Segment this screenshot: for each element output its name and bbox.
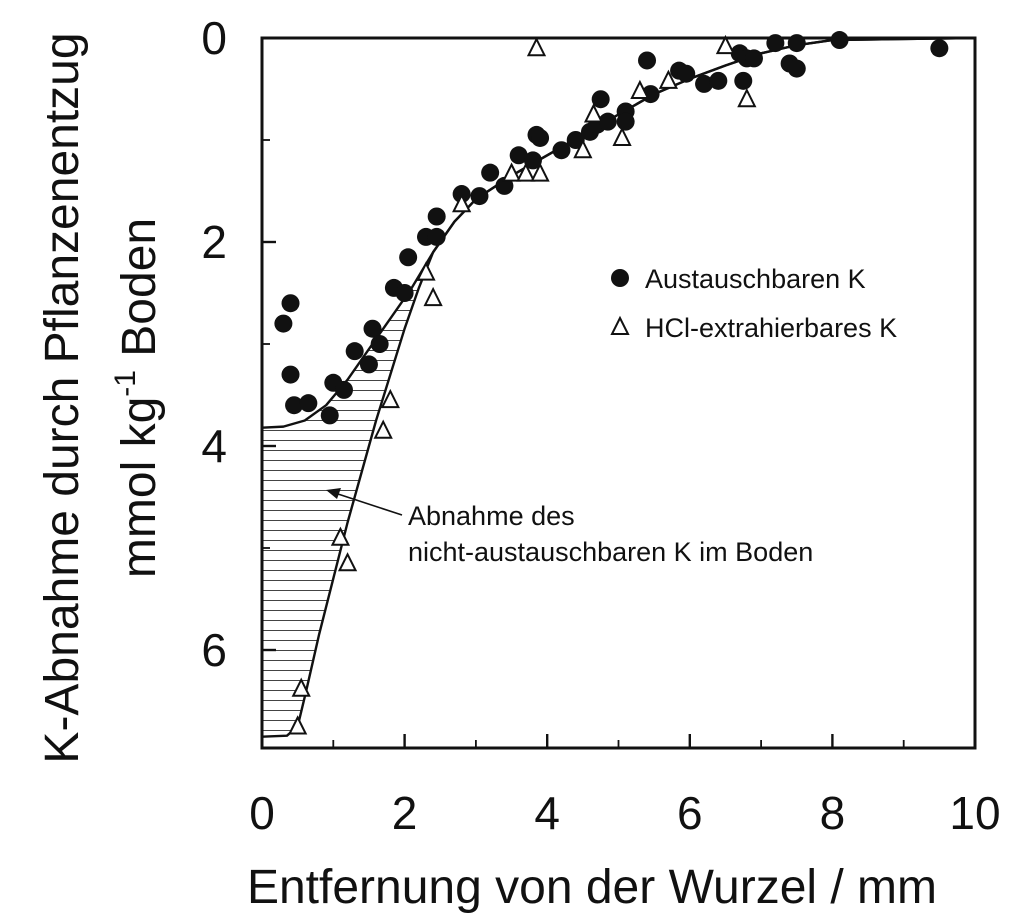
point-austauschbaren [787, 34, 806, 53]
annotation: Abnahme des nicht-austauschbaren K im Bo… [326, 488, 813, 567]
point-hcl [658, 69, 679, 89]
y-tick-label: 4 [201, 420, 227, 472]
y-tick-label: 2 [201, 216, 227, 268]
point-hcl [630, 79, 650, 100]
point-austauschbaren [481, 163, 500, 182]
point-austauschbaren [744, 49, 763, 68]
point-austauschbaren [552, 141, 571, 160]
annotation-arrow-line [337, 493, 403, 516]
point-austauschbaren [470, 187, 489, 206]
point-austauschbaren [677, 64, 696, 83]
point-austauschbaren [399, 248, 418, 267]
point-austauschbaren [531, 128, 550, 147]
point-austauschbaren [281, 294, 300, 313]
point-austauschbaren [830, 31, 849, 50]
point-hcl [380, 388, 400, 409]
point-austauschbaren [598, 112, 617, 131]
legend-marker-hcl [610, 315, 630, 335]
point-austauschbaren [281, 365, 300, 384]
point-hcl [573, 138, 593, 159]
annotation-arrowhead [326, 488, 341, 499]
x-tick-label: 2 [392, 787, 418, 839]
point-austauschbaren [930, 39, 949, 58]
point-austauschbaren [285, 396, 304, 415]
point-hcl [737, 87, 757, 108]
hatched-area [262, 221, 455, 737]
point-hcl [337, 552, 358, 572]
point-austauschbaren [734, 71, 753, 90]
annotation-line-1: Abnahme des [408, 501, 575, 531]
hatched-area-layer [262, 221, 455, 737]
x-tick-label: 4 [534, 787, 560, 839]
y-axis-title: K-Abnahme durch Pflanzenentzug [36, 32, 89, 763]
point-hcl [452, 193, 472, 213]
point-austauschbaren [359, 355, 378, 374]
x-tick-label: 0 [249, 787, 275, 839]
tick-layer: 0 2 4 6 8 10 0 2 4 6 [201, 12, 1000, 839]
point-austauschbaren [591, 90, 610, 109]
point-hcl [373, 419, 393, 439]
point-austauschbaren [616, 112, 635, 131]
legend-label-hcl: HCl-extrahierbares K [645, 313, 897, 343]
point-hcl [516, 162, 536, 182]
point-hcl [423, 286, 443, 307]
point-hcl [416, 261, 436, 281]
x-tick-label: 8 [820, 787, 846, 839]
point-austauschbaren [299, 394, 318, 413]
point-austauschbaren [427, 227, 446, 246]
y-tick-label: 0 [201, 12, 227, 64]
point-hcl [288, 715, 308, 735]
annotation-line-2: nicht-austauschbaren K im Boden [408, 537, 813, 567]
y-axis-unit-tail: Boden [113, 218, 166, 370]
point-austauschbaren [766, 34, 785, 53]
point-hcl [291, 677, 311, 697]
point-hcl [612, 126, 632, 146]
point-hcl [526, 36, 547, 57]
point-austauschbaren [787, 59, 806, 78]
point-hcl [715, 34, 736, 55]
point-austauschbaren [709, 71, 728, 90]
legend-marker-austauschbaren [611, 269, 629, 287]
point-austauschbaren [345, 342, 364, 361]
x-tick-label: 10 [949, 787, 1000, 839]
point-austauschbaren [509, 146, 528, 165]
point-layer [274, 31, 949, 735]
point-hcl [530, 162, 550, 182]
x-tick-label: 6 [677, 787, 703, 839]
point-austauschbaren [427, 207, 446, 226]
point-austauschbaren [363, 319, 382, 338]
point-austauschbaren [638, 51, 657, 70]
point-austauschbaren [274, 314, 293, 333]
legend: Austauschbaren K HCl-extrahierbares K [610, 264, 897, 343]
point-austauschbaren [370, 335, 389, 353]
point-austauschbaren [523, 151, 542, 170]
y-tick-label: 6 [201, 624, 227, 676]
legend-label-austauschbaren: Austauschbaren K [645, 264, 866, 294]
point-austauschbaren [334, 380, 353, 399]
y-axis-unit: mmol kg-1 Boden [109, 218, 166, 578]
point-austauschbaren [695, 74, 714, 93]
point-hcl [330, 526, 351, 546]
x-axis-title: Entfernung von der Wurzel / mm [247, 861, 937, 914]
y-axis-unit-superscript: -1 [109, 370, 142, 397]
point-austauschbaren [395, 284, 414, 302]
y-axis-unit-main: mmol kg [113, 397, 166, 578]
point-austauschbaren [320, 406, 339, 425]
point-hcl [501, 162, 522, 182]
point-hcl [583, 103, 604, 123]
